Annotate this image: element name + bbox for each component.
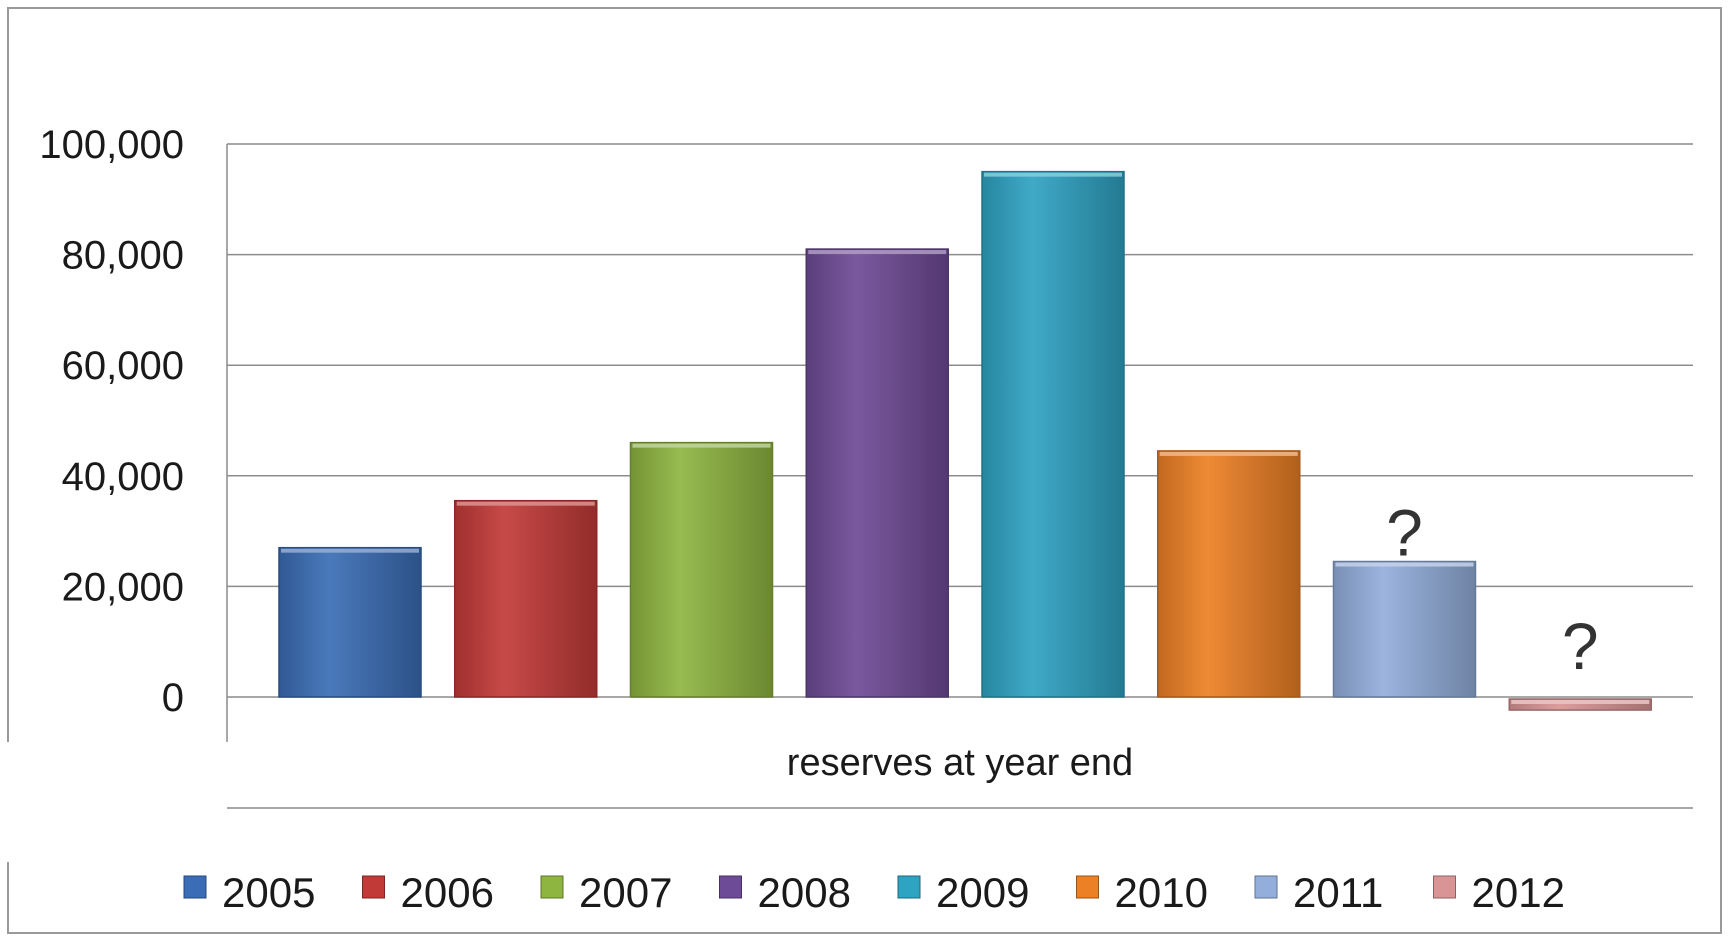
annotations: ?? xyxy=(1386,496,1598,683)
bar xyxy=(278,546,422,698)
bar-2011 xyxy=(1332,560,1477,698)
legend-item-2010: 2010 xyxy=(1076,869,1208,916)
bar xyxy=(981,170,1125,698)
legend-label: 2005 xyxy=(222,869,315,916)
legend-label: 2009 xyxy=(936,869,1029,916)
bar-highlight xyxy=(632,443,771,448)
legend-swatch xyxy=(183,875,207,899)
bar xyxy=(1157,450,1301,698)
bar-highlight xyxy=(984,172,1122,177)
bar xyxy=(454,499,598,698)
bar-highlight xyxy=(808,250,947,255)
bar-2005 xyxy=(278,546,422,698)
bar-highlight xyxy=(456,501,595,506)
legend-swatch xyxy=(540,875,564,899)
bar-2006 xyxy=(454,499,598,698)
legend-swatch xyxy=(897,875,921,899)
legend-label: 2006 xyxy=(401,869,494,916)
legend-item-2011: 2011 xyxy=(1254,869,1383,916)
bar-highlight xyxy=(281,548,419,553)
chart-border xyxy=(0,7,1722,934)
legend-item-2008: 2008 xyxy=(719,869,851,916)
legend-label: 2008 xyxy=(758,869,851,916)
x-axis-category: reserves at year end xyxy=(787,742,1133,784)
legend-swatch xyxy=(362,875,385,899)
bar xyxy=(1508,698,1652,711)
legend-item-2012: 2012 xyxy=(1433,869,1565,916)
gridlines xyxy=(226,143,1693,809)
bar-highlight xyxy=(1335,562,1474,567)
legend-label: 2012 xyxy=(1472,869,1565,916)
question-annotation: ? xyxy=(1562,609,1599,683)
bar xyxy=(629,441,774,698)
legend-label: 2007 xyxy=(579,869,672,916)
bars xyxy=(278,170,1652,711)
legend-item-2006: 2006 xyxy=(362,869,494,916)
bar-highlight xyxy=(1511,700,1650,704)
y-tick-label: 40,000 xyxy=(62,455,184,499)
legend-swatch xyxy=(1254,875,1278,899)
bar-highlight xyxy=(1159,451,1298,456)
legend-item-2009: 2009 xyxy=(897,869,1029,916)
bar-2007 xyxy=(629,441,774,698)
y-axis-ticks: 0 20,000 40,000 60,000 80,000 100,000 xyxy=(39,123,184,720)
legend-label: 2010 xyxy=(1115,869,1208,916)
bar-2010 xyxy=(1157,450,1301,698)
category-label: reserves at year end xyxy=(787,742,1133,784)
bar-2008 xyxy=(805,248,949,698)
y-tick-label: 80,000 xyxy=(62,234,184,278)
y-tick-label: 0 xyxy=(162,676,184,720)
bar xyxy=(805,248,949,698)
legend-item-2007: 2007 xyxy=(540,869,672,916)
y-tick-label: 100,000 xyxy=(39,123,184,167)
bar-2012 xyxy=(1508,698,1652,711)
y-tick-label: 20,000 xyxy=(62,565,184,609)
y-tick-label: 60,000 xyxy=(62,344,184,388)
legend: 2005 2006 2007 2008 2009 2010 2011 2012 xyxy=(183,869,1565,916)
legend-label: 2011 xyxy=(1293,869,1383,916)
legend-swatch xyxy=(1076,875,1099,899)
bar-2009 xyxy=(981,170,1125,698)
bar xyxy=(1332,560,1477,698)
legend-item-2005: 2005 xyxy=(183,869,315,916)
legend-swatch xyxy=(719,875,742,899)
question-annotation: ? xyxy=(1386,496,1423,570)
legend-swatch xyxy=(1433,875,1456,899)
